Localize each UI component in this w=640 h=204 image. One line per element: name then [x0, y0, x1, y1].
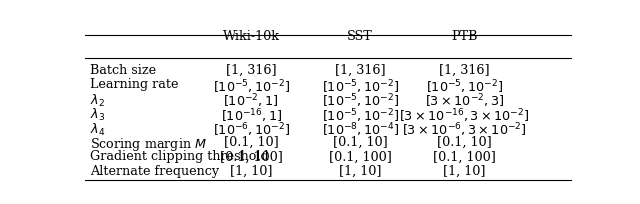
Text: [0.1, 100]: [0.1, 100]	[433, 151, 496, 163]
Text: $\lambda_4$: $\lambda_4$	[90, 122, 105, 138]
Text: Wiki-10k: Wiki-10k	[223, 30, 280, 43]
Text: [1, 10]: [1, 10]	[339, 165, 381, 178]
Text: $[10^{-5}, 10^{-2}]$: $[10^{-5}, 10^{-2}]$	[322, 93, 399, 110]
Text: [0.1, 10]: [0.1, 10]	[437, 136, 492, 149]
Text: $[10^{-5}, 10^{-2}]$: $[10^{-5}, 10^{-2}]$	[322, 107, 399, 125]
Text: [1, 316]: [1, 316]	[226, 64, 276, 77]
Text: Gradient clipping threshold: Gradient clipping threshold	[90, 151, 269, 163]
Text: $\lambda_2$: $\lambda_2$	[90, 93, 105, 109]
Text: [1, 10]: [1, 10]	[443, 165, 486, 178]
Text: Alternate frequency: Alternate frequency	[90, 165, 219, 178]
Text: PTB: PTB	[451, 30, 477, 43]
Text: [1, 316]: [1, 316]	[439, 64, 490, 77]
Text: $[10^{-5}, 10^{-2}]$: $[10^{-5}, 10^{-2}]$	[212, 78, 290, 96]
Text: Scoring margin $M$: Scoring margin $M$	[90, 136, 207, 153]
Text: $[10^{-2}, 1]$: $[10^{-2}, 1]$	[223, 93, 279, 110]
Text: Learning rate: Learning rate	[90, 78, 179, 91]
Text: $[10^{-8}, 10^{-4}]$: $[10^{-8}, 10^{-4}]$	[322, 122, 399, 139]
Text: Batch size: Batch size	[90, 64, 156, 77]
Text: $[10^{-5}, 10^{-2}]$: $[10^{-5}, 10^{-2}]$	[322, 78, 399, 96]
Text: $[10^{-16}, 1]$: $[10^{-16}, 1]$	[221, 107, 282, 125]
Text: [1, 10]: [1, 10]	[230, 165, 273, 178]
Text: $[3 \times 10^{-16}, 3 \times 10^{-2}]$: $[3 \times 10^{-16}, 3 \times 10^{-2}]$	[399, 107, 529, 125]
Text: [0.1, 10]: [0.1, 10]	[224, 136, 278, 149]
Text: $[3 \times 10^{-6}, 3 \times 10^{-2}]$: $[3 \times 10^{-6}, 3 \times 10^{-2}]$	[402, 122, 527, 139]
Text: [0.1, 10]: [0.1, 10]	[333, 136, 388, 149]
Text: [0.1, 100]: [0.1, 100]	[220, 151, 282, 163]
Text: [0.1, 100]: [0.1, 100]	[329, 151, 392, 163]
Text: [1, 316]: [1, 316]	[335, 64, 385, 77]
Text: $[10^{-6}, 10^{-2}]$: $[10^{-6}, 10^{-2}]$	[212, 122, 290, 139]
Text: $\lambda_3$: $\lambda_3$	[90, 107, 105, 123]
Text: $[3 \times 10^{-2}, 3]$: $[3 \times 10^{-2}, 3]$	[425, 93, 504, 110]
Text: SST: SST	[348, 30, 373, 43]
Text: $[10^{-5}, 10^{-2}]$: $[10^{-5}, 10^{-2}]$	[426, 78, 503, 96]
